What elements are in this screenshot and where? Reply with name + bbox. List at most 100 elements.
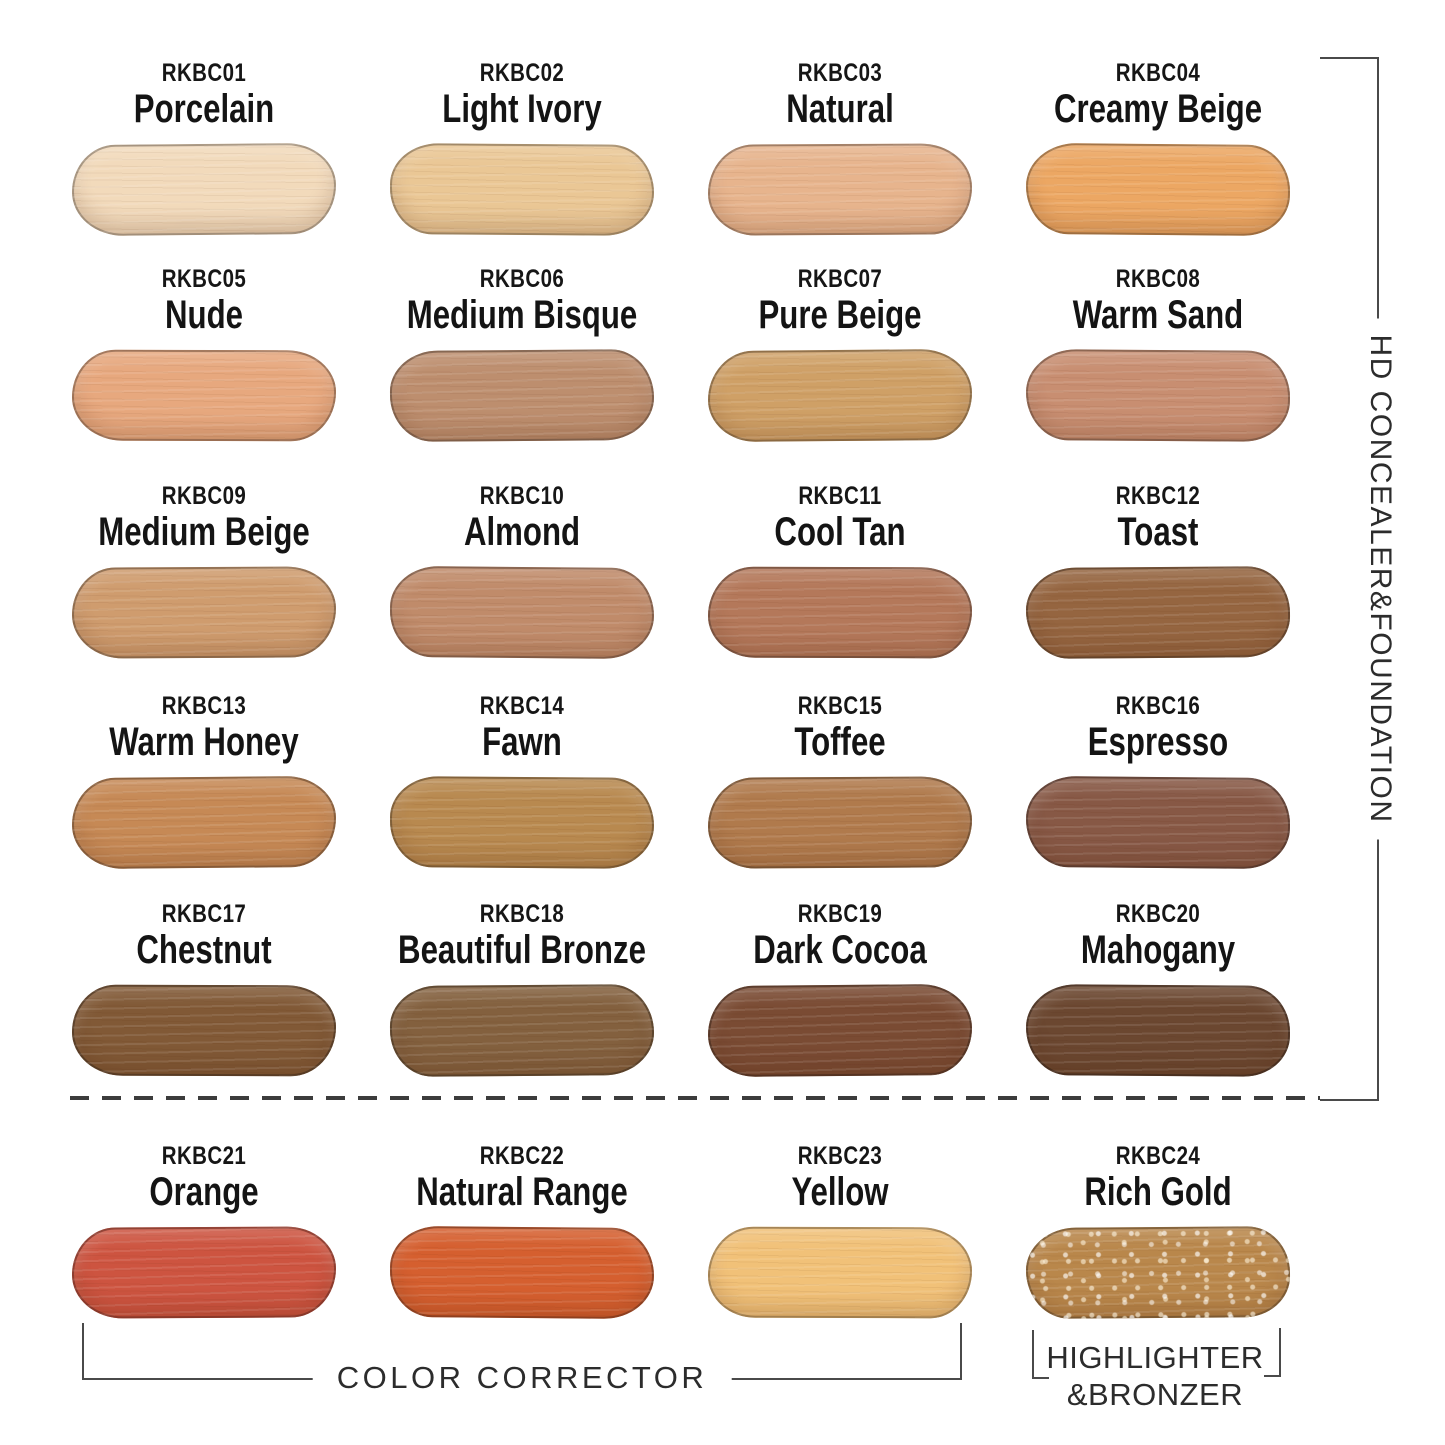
shade-name: Espresso — [1087, 720, 1229, 765]
shade-row: RKBC05 Nude RKBC06 Medium Bisque RKBC07 Pure … — [45, 265, 1317, 443]
shade-swatch — [71, 142, 337, 237]
shade-swatch — [1025, 142, 1291, 237]
shade-swatch — [389, 1225, 655, 1320]
shade-cell-rkbc03: RKBC03 Natural — [681, 59, 999, 236]
shade-name: Warm Honey — [109, 720, 299, 765]
shade-name: Natural — [786, 87, 894, 132]
shade-swatch — [71, 349, 337, 442]
shade-code: RKBC17 — [161, 900, 247, 928]
highlighter-label-line2: &BRONZER — [1066, 1376, 1244, 1412]
color-corrector-label: COLOR CORRECTOR — [312, 1358, 732, 1398]
shade-cell-rkbc19: RKBC19 Dark Cocoa — [681, 900, 999, 1078]
shade-name: Warm Sand — [1072, 293, 1244, 338]
shade-swatch — [707, 348, 973, 443]
shade-swatch — [1025, 349, 1291, 442]
shade-row: RKBC17 Chestnut RKBC18 Beautiful Bronze RKBC… — [45, 900, 1317, 1078]
shade-swatch — [707, 776, 973, 869]
shade-code: RKBC18 — [479, 900, 565, 928]
shade-code: RKBC22 — [479, 1142, 565, 1170]
hd-concealer-foundation-label: HD CONCEALER&FOUNDATION — [1363, 318, 1397, 840]
shade-row: RKBC09 Medium Beige RKBC10 Almond RKBC11 Cool… — [45, 482, 1317, 660]
shade-code: RKBC11 — [798, 482, 882, 510]
shade-name: Medium Bisque — [406, 293, 638, 338]
shade-name: Orange — [149, 1170, 259, 1215]
shade-cell-rkbc13: RKBC13 Warm Honey — [45, 692, 363, 870]
shade-name: Almond — [463, 510, 581, 555]
shade-code: RKBC06 — [479, 265, 565, 293]
color-corrector-bracket: COLOR CORRECTOR — [82, 1323, 962, 1398]
shade-cell-rkbc17: RKBC17 Chestnut — [45, 900, 363, 1077]
shade-cell-rkbc18: RKBC18 Beautiful Bronze — [363, 900, 681, 1077]
shade-code: RKBC09 — [161, 482, 247, 510]
shade-name: Mahogany — [1080, 928, 1236, 973]
shade-code: RKBC16 — [1115, 692, 1201, 720]
shade-code: RKBC23 — [797, 1142, 883, 1170]
shade-cell-rkbc08: RKBC08 Warm Sand — [999, 265, 1317, 442]
shade-name: Medium Beige — [98, 510, 310, 555]
shade-cell-rkbc05: RKBC05 Nude — [45, 265, 363, 442]
shade-cell-rkbc14: RKBC14 Fawn — [363, 693, 681, 869]
shade-code: RKBC04 — [1115, 59, 1201, 87]
shade-code: RKBC05 — [161, 265, 247, 293]
highlighter-bracket-left-corner — [1032, 1330, 1049, 1379]
shade-name: Beautiful Bronze — [398, 928, 646, 973]
shade-name: Toffee — [794, 720, 886, 765]
shade-code: RKBC21 — [161, 1142, 247, 1170]
shade-name: Toast — [1117, 510, 1199, 555]
shade-row: RKBC13 Warm Honey RKBC14 Fawn RKBC15 Toffee RK… — [45, 692, 1317, 870]
shade-cell-rkbc11: RKBC11 Cool Tan — [681, 482, 999, 659]
shade-swatch — [1025, 775, 1291, 870]
shade-code: RKBC07 — [797, 265, 883, 293]
shade-swatch — [1025, 984, 1291, 1077]
shade-cell-rkbc21: RKBC21 Orange — [45, 1142, 363, 1319]
shade-cell-rkbc22: RKBC22 Natural Range — [363, 1142, 681, 1320]
shade-code: RKBC15 — [797, 692, 883, 720]
highlighter-bracket-right-corner — [1264, 1328, 1281, 1377]
shade-cell-rkbc24: RKBC24 Rich Gold — [999, 1142, 1317, 1319]
shade-swatch — [1025, 1226, 1291, 1319]
hd-concealer-foundation-bracket: HD CONCEALER&FOUNDATION — [1320, 57, 1397, 1101]
shade-cell-rkbc15: RKBC15 Toffee — [681, 692, 999, 869]
shade-swatch — [389, 984, 655, 1077]
shade-code: RKBC12 — [1115, 482, 1201, 510]
shade-code: RKBC03 — [797, 59, 883, 87]
shade-row: RKBC21 Orange RKBC22 Natural Range RKBC23 Yel… — [45, 1142, 1317, 1320]
shade-swatch — [389, 349, 655, 442]
shade-name: Nude — [165, 293, 243, 338]
shade-row: RKBC01 Porcelain RKBC02 Light Ivory RKBC03 Na… — [45, 59, 1317, 237]
shade-cell-rkbc09: RKBC09 Medium Beige — [45, 482, 363, 659]
shade-code: RKBC19 — [797, 900, 883, 928]
shade-code: RKBC02 — [479, 59, 565, 87]
shade-name: Rich Gold — [1084, 1170, 1232, 1215]
shade-cell-rkbc01: RKBC01 Porcelain — [45, 59, 363, 237]
shade-name: Pure Beige — [758, 293, 922, 338]
shade-swatch — [389, 776, 655, 869]
shade-swatch — [1025, 566, 1291, 659]
shade-name: Cool Tan — [774, 510, 906, 555]
shade-cell-rkbc06: RKBC06 Medium Bisque — [363, 265, 681, 442]
shade-swatch — [389, 565, 655, 660]
shade-code: RKBC10 — [479, 482, 565, 510]
shade-cell-rkbc04: RKBC04 Creamy Beige — [999, 59, 1317, 237]
shade-swatch — [707, 983, 973, 1078]
shade-name: Light Ivory — [442, 87, 602, 132]
shade-name: Dark Cocoa — [753, 928, 927, 973]
shade-name: Natural Range — [416, 1170, 628, 1215]
shade-cell-rkbc02: RKBC02 Light Ivory — [363, 59, 681, 236]
shade-swatch — [71, 984, 337, 1077]
shade-swatch — [389, 143, 655, 236]
shade-code: RKBC08 — [1115, 265, 1201, 293]
shade-code: RKBC24 — [1115, 1142, 1201, 1170]
shade-cell-rkbc16: RKBC16 Espresso — [999, 692, 1317, 870]
shade-cell-rkbc23: RKBC23 Yellow — [681, 1142, 999, 1319]
shade-code: RKBC13 — [161, 692, 247, 720]
shade-name: Porcelain — [133, 87, 275, 132]
shade-code: RKBC01 — [161, 59, 247, 87]
shade-swatch — [707, 143, 973, 236]
shade-name: Fawn — [482, 720, 562, 765]
shade-swatch — [707, 1226, 973, 1319]
shade-cell-rkbc10: RKBC10 Almond — [363, 482, 681, 660]
shade-cell-rkbc12: RKBC12 Toast — [999, 482, 1317, 659]
shade-swatch — [71, 775, 337, 870]
shade-swatch — [707, 566, 973, 659]
